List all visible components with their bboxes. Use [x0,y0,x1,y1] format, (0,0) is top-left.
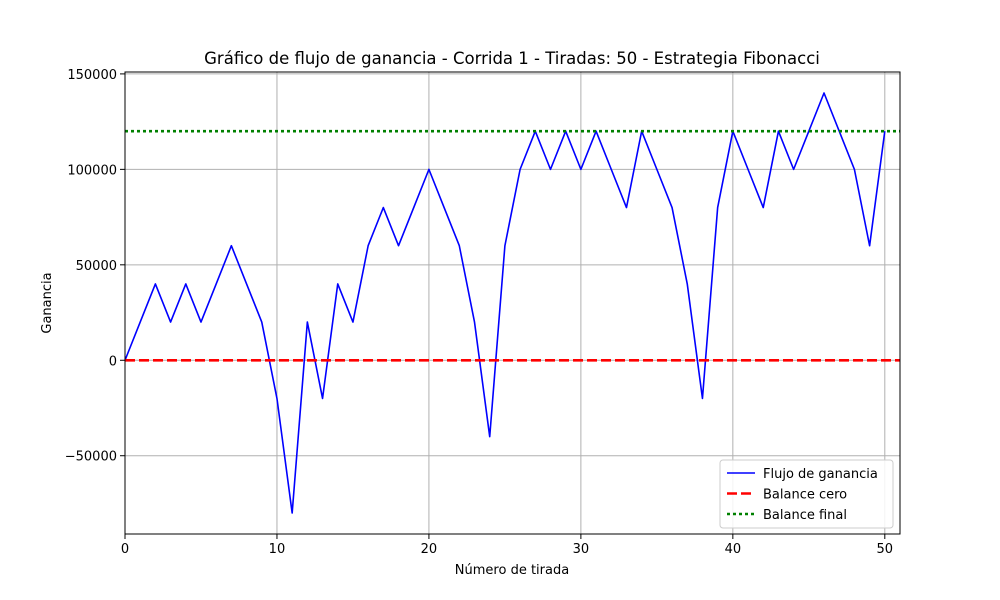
y-tick-label: 50000 [76,259,117,274]
series-group [124,92,900,514]
legend-frame [719,459,894,529]
x-tick-label: 40 [725,542,742,557]
x-tick-label: 50 [877,542,894,557]
x-tick-label: 10 [269,542,286,557]
x-axis: 0 10 20 30 40 50 [121,534,893,557]
y-tick-label: 0 [109,354,117,369]
legend-label-balance-cero: Balance cero [763,488,847,503]
chart-title: Gráfico de flujo de ganancia - Corrida 1… [204,49,820,68]
legend: Flujo de ganancia Balance cero Balance fin… [719,459,894,529]
x-tick-label: 20 [421,542,438,557]
y-axis-label: Ganancia [40,272,55,333]
x-axis-label: Número de tirada [455,563,569,578]
y-tick-label: −50000 [65,450,117,465]
legend-label-balance-final: Balance final [763,508,847,523]
x-tick-label: 0 [121,542,129,557]
x-tick-label: 30 [573,542,590,557]
series-line-flujo-de-ganancia [124,92,886,514]
plot-frame [124,71,901,535]
y-axis: −50000 0 50000 100000 150000 [65,68,125,465]
y-tick-label: 100000 [67,163,117,178]
y-tick-label: 150000 [67,68,117,83]
legend-label-flujo-de-ganancia: Flujo de ganancia [763,467,878,482]
